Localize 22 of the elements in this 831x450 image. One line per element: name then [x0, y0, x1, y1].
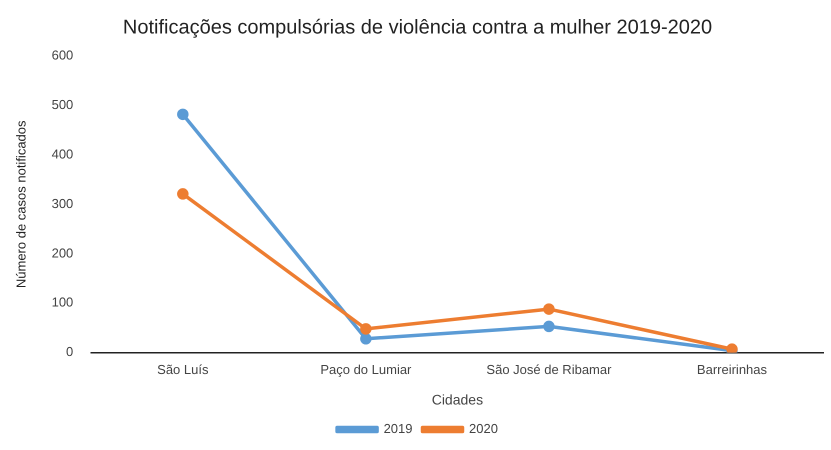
y-tick-label: 200 — [52, 245, 74, 260]
chart-title: Notificações compulsórias de violência contra a mulher 2019-2020 — [122, 16, 712, 39]
point — [360, 323, 372, 335]
x-axis-title: Cidades — [432, 391, 484, 408]
point — [360, 333, 372, 345]
point — [177, 108, 189, 120]
x-tick-label: Barreirinhas — [696, 362, 768, 377]
point — [177, 188, 189, 200]
x-tick-label: São José de Ribamar — [486, 362, 612, 377]
y-axis-title: Número de casos notificados — [13, 120, 28, 288]
legend-label: 2019 — [384, 421, 412, 436]
y-tick-label: 400 — [52, 146, 74, 162]
y-tick-label: 300 — [52, 196, 74, 211]
x-tick-label: São Luís — [157, 362, 209, 377]
x-tick-label: Paço do Lumiar — [320, 362, 412, 377]
point — [543, 320, 555, 332]
y-tick-label: 600 — [52, 48, 74, 63]
legend-label: 2020 — [469, 421, 498, 436]
y-tick-label: 100 — [52, 294, 74, 310]
y-tick-label: 0 — [66, 344, 74, 360]
point — [543, 303, 555, 315]
y-tick-label: 500 — [52, 97, 74, 112]
